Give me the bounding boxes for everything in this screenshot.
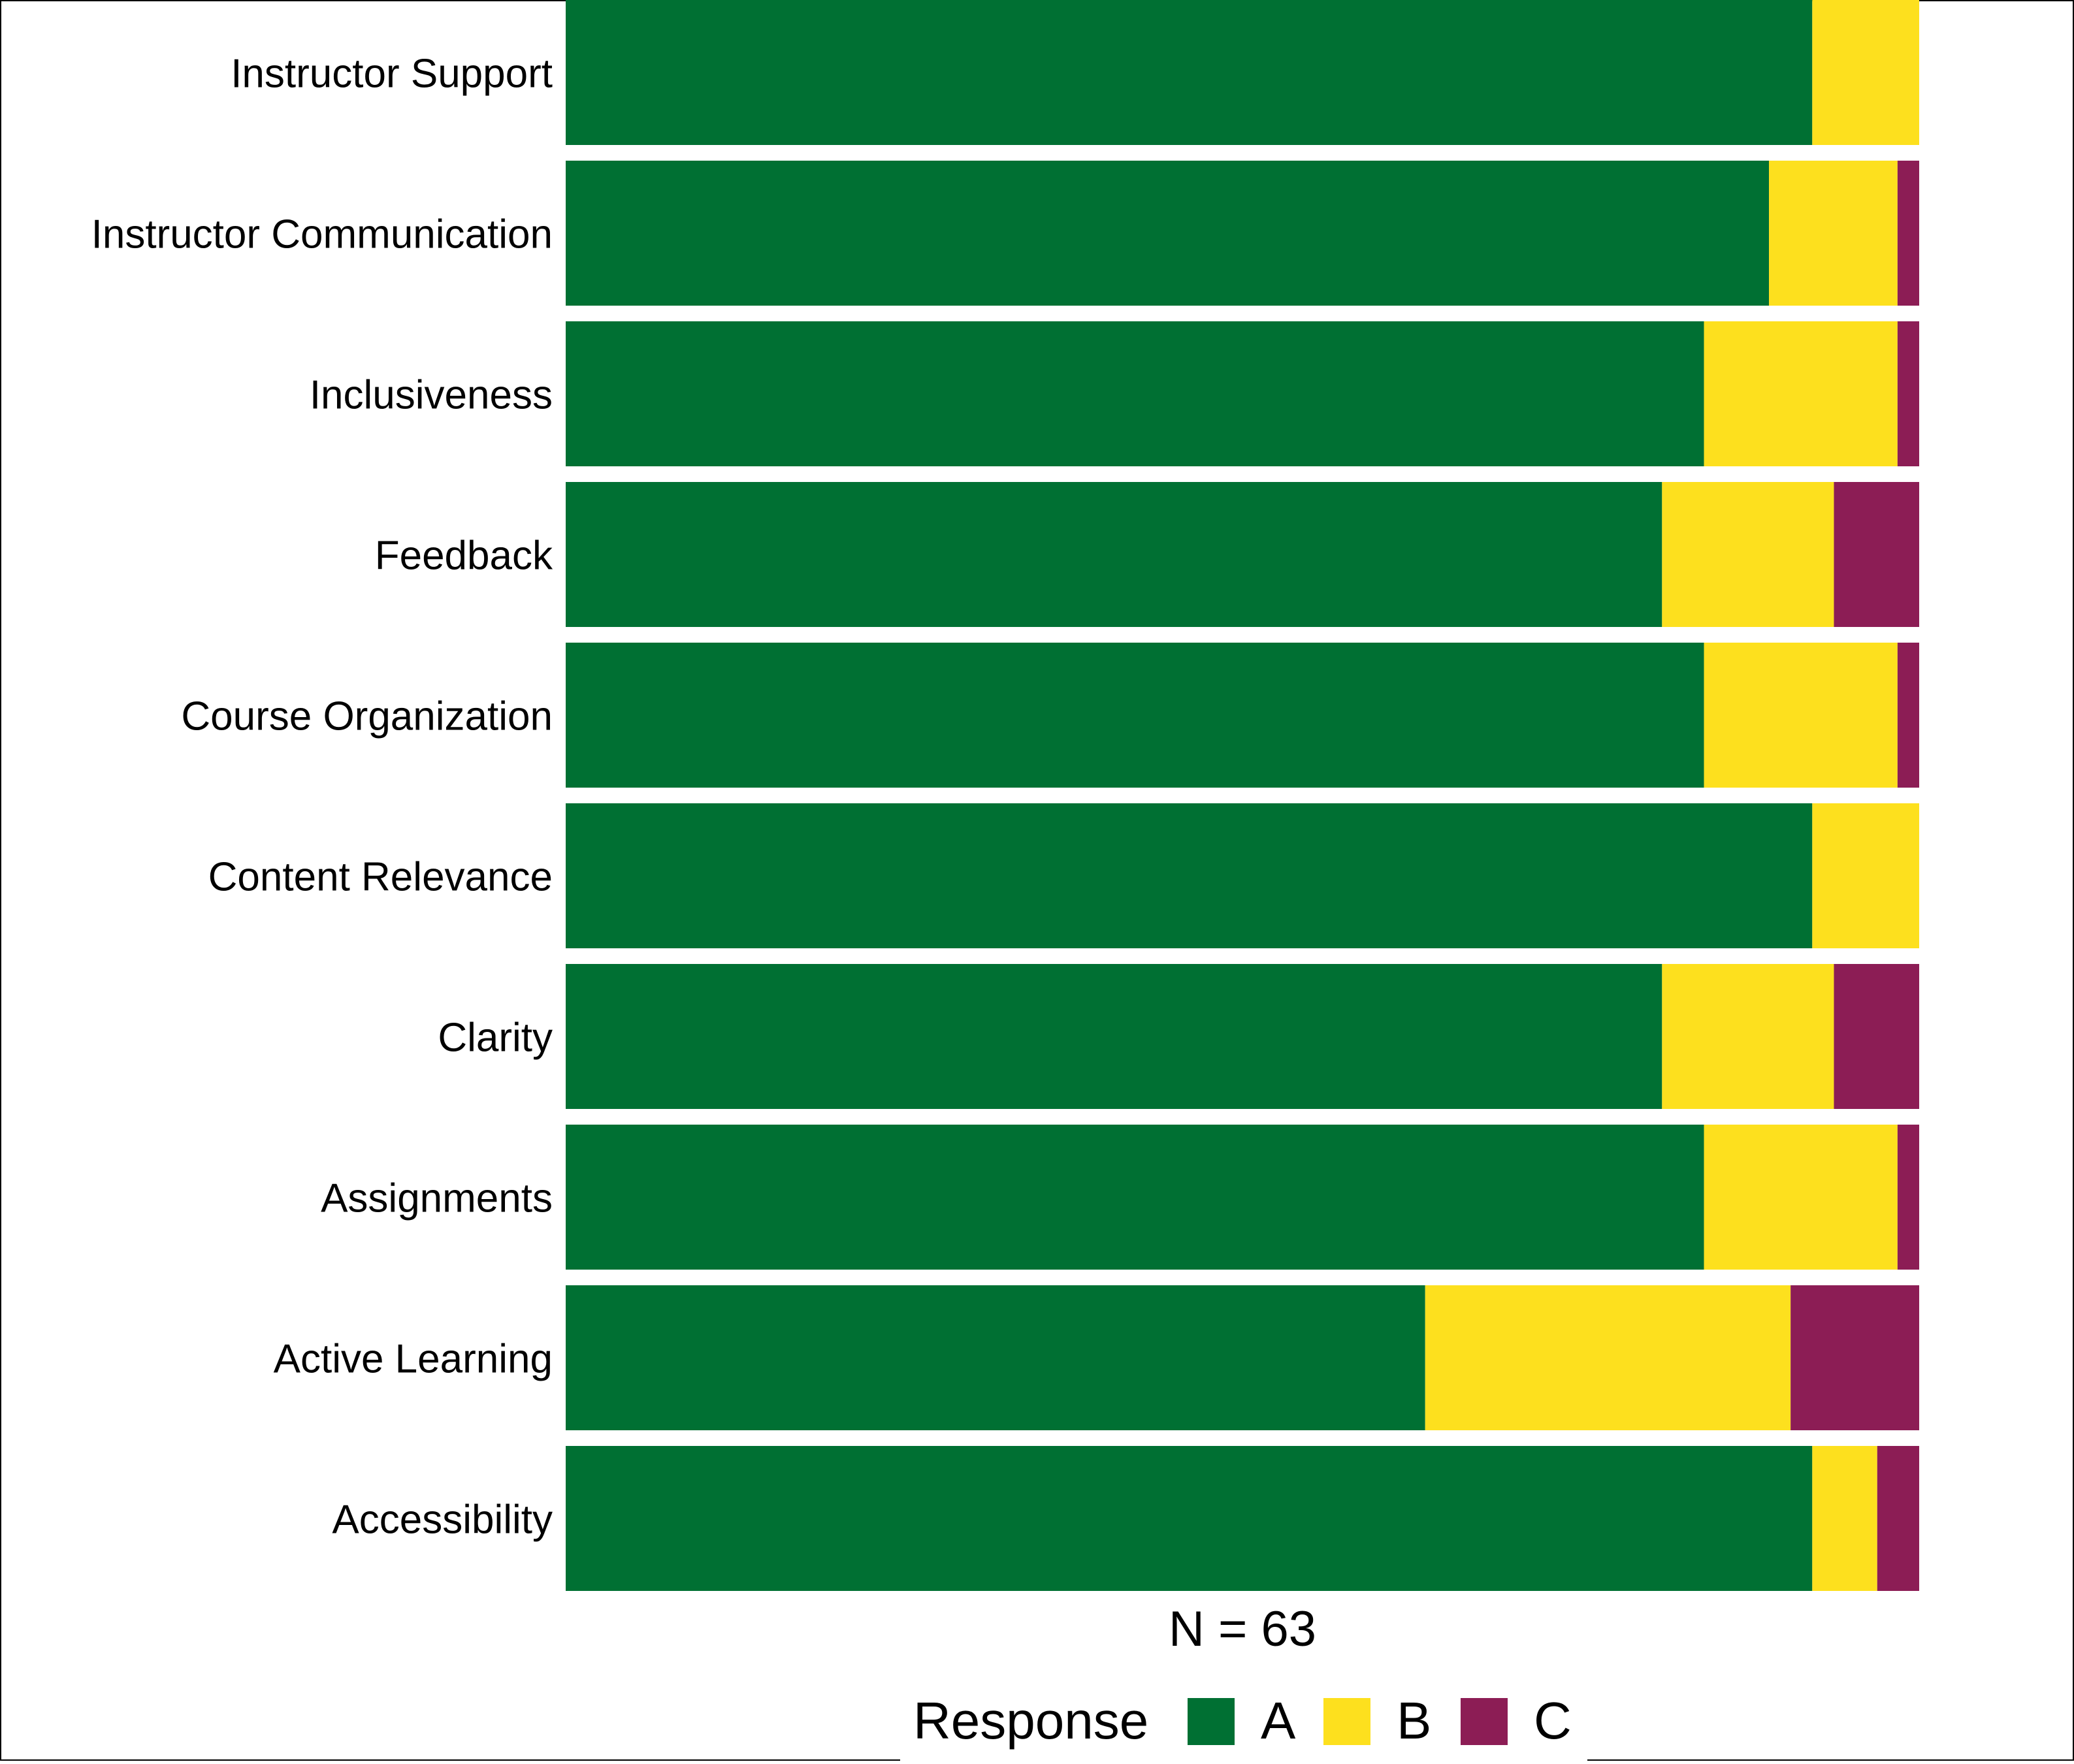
bar-segment-b bbox=[1812, 0, 1919, 145]
legend-key-a bbox=[1188, 1698, 1235, 1745]
bar-group bbox=[566, 803, 1919, 948]
bar-group bbox=[566, 321, 1919, 466]
category-label: Instructor Communication bbox=[91, 212, 553, 257]
bar-segment-b bbox=[1812, 1446, 1877, 1591]
legend-label-a: A bbox=[1261, 1692, 1296, 1750]
bar-segment-a bbox=[566, 964, 1662, 1109]
bar-group bbox=[566, 643, 1919, 788]
category-label: Active Learning bbox=[274, 1336, 553, 1381]
bar-segment-c bbox=[1897, 643, 1919, 788]
bar-segment-a bbox=[566, 161, 1770, 306]
bar-segment-b bbox=[1769, 161, 1898, 306]
bar-segment-c bbox=[1834, 482, 1919, 627]
category-label: Clarity bbox=[438, 1015, 553, 1060]
category-label: Instructor Support bbox=[231, 51, 553, 96]
category-label: Accessibility bbox=[332, 1497, 553, 1542]
legend-label-c: C bbox=[1534, 1692, 1572, 1750]
bar-group bbox=[566, 0, 1919, 145]
bar-segment-a bbox=[566, 1446, 1813, 1591]
bar-segment-a bbox=[566, 1125, 1704, 1270]
bar-segment-c bbox=[1834, 964, 1919, 1109]
bar-segment-a bbox=[566, 482, 1662, 627]
bar-segment-b bbox=[1662, 482, 1834, 627]
bar-segment-c bbox=[1897, 1125, 1919, 1270]
legend-key-c bbox=[1461, 1698, 1508, 1745]
bar-segment-a bbox=[566, 0, 1813, 145]
category-label: Course Organization bbox=[181, 694, 553, 739]
x-axis-label: N = 63 bbox=[1169, 1601, 1316, 1657]
bar-segment-b bbox=[1812, 803, 1919, 948]
category-label: Assignments bbox=[321, 1176, 553, 1221]
bar-segment-c bbox=[1897, 321, 1919, 466]
bar-group bbox=[566, 1285, 1919, 1430]
bar-segment-c bbox=[1897, 161, 1919, 306]
bar-segment-a bbox=[566, 321, 1704, 466]
bar-segment-b bbox=[1704, 643, 1898, 788]
bar-segment-a bbox=[566, 803, 1813, 948]
bar-group bbox=[566, 161, 1919, 306]
bar-segment-c bbox=[1877, 1446, 1919, 1591]
legend-label-b: B bbox=[1397, 1692, 1431, 1750]
bar-group bbox=[566, 964, 1919, 1109]
category-labels: Instructor Support Instructor Communicati… bbox=[91, 51, 553, 1542]
bar-group bbox=[566, 482, 1919, 627]
bar-segment-a bbox=[566, 643, 1704, 788]
bars-layer bbox=[566, 0, 1919, 1591]
category-label: Inclusiveness bbox=[310, 372, 553, 417]
bar-segment-b bbox=[1662, 964, 1834, 1109]
bar-segment-c bbox=[1790, 1285, 1919, 1430]
legend: Response A B C bbox=[900, 1672, 1587, 1761]
category-label: Feedback bbox=[375, 533, 553, 578]
bar-group bbox=[566, 1446, 1919, 1591]
legend-title: Response bbox=[913, 1692, 1148, 1750]
bar-segment-b bbox=[1425, 1285, 1791, 1430]
bar-segment-b bbox=[1704, 1125, 1898, 1270]
category-label: Content Relevance bbox=[208, 854, 553, 899]
legend-key-b bbox=[1323, 1698, 1370, 1745]
bar-segment-a bbox=[566, 1285, 1425, 1430]
bar-group bbox=[566, 1125, 1919, 1270]
bar-segment-b bbox=[1704, 321, 1898, 466]
